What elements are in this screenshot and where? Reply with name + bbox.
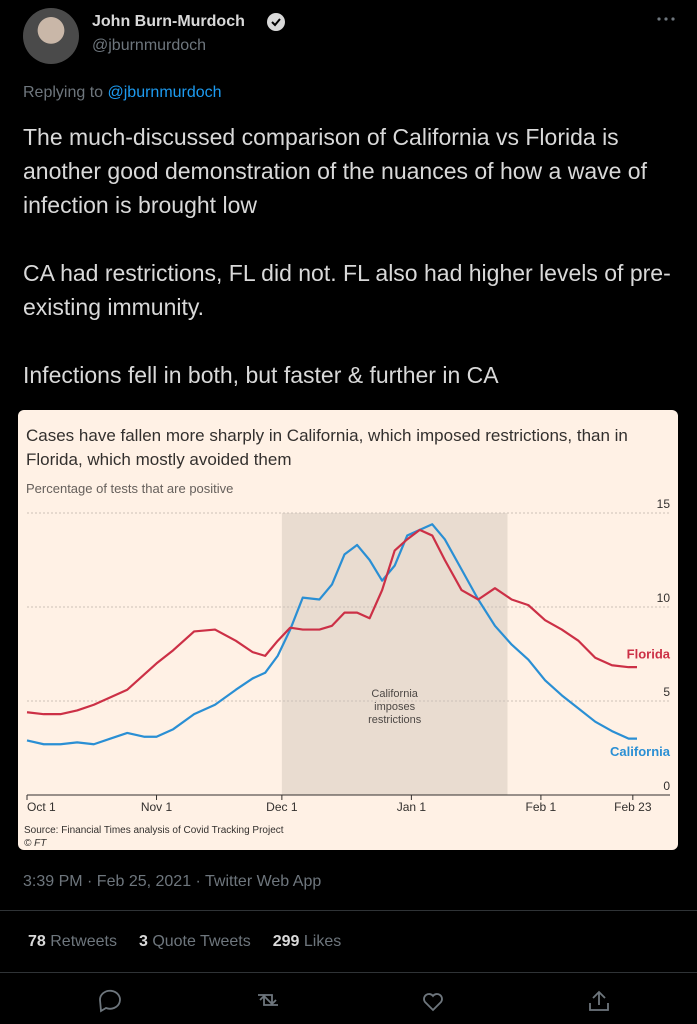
reply-link[interactable]: @jburnmurdoch	[107, 84, 222, 101]
chart-subtitle: Percentage of tests that are positive	[26, 481, 234, 496]
chart-title: Cases have fallen more sharply in Califo…	[26, 426, 628, 469]
chart: 0 5 10 15 Oct 1 Nov 1 Dec 1 Jan 1 Feb 1 Feb 23 Cal…	[26, 497, 671, 814]
series-label: California	[610, 744, 671, 759]
divider	[0, 910, 697, 911]
stat[interactable]: 3 Quote Tweets	[139, 933, 251, 950]
series-line	[26, 523, 637, 746]
restriction-period	[281, 513, 508, 795]
verified-badge	[267, 13, 285, 31]
author-name[interactable]: John Burn-Murdoch	[92, 13, 245, 30]
timestamp[interactable]: 3:39 PM · Feb 25, 2021 · Twitter Web App	[23, 873, 322, 890]
paragraph: CA had restrictions, FL did not. FL also…	[23, 260, 671, 320]
chart-source: Source: Financial Times analysis of Covi…	[24, 825, 284, 836]
x-tick-label: Dec 1	[266, 800, 298, 814]
y-tick-label: 0	[663, 779, 670, 793]
stat-label: Likes	[303, 933, 342, 950]
action-bar	[99, 989, 609, 1013]
stat-count: 3	[138, 933, 148, 950]
chart-credit: © FT	[24, 838, 47, 849]
avatar[interactable]	[23, 8, 79, 64]
paragraph: Infections fell in both, but faster & fu…	[23, 362, 499, 388]
like-button[interactable]	[423, 993, 443, 1012]
more-menu[interactable]	[656, 14, 676, 24]
stat-label: Quote Tweets	[152, 933, 251, 950]
chart-card: Cases have fallen more sharply in Califo…	[18, 410, 678, 850]
stat-label: Retweets	[50, 933, 117, 950]
reply-button[interactable]	[99, 989, 121, 1013]
x-tick-label: Nov 1	[141, 800, 173, 814]
x-tick-label: Feb 1	[526, 800, 557, 814]
paragraph: The much-discussed comparison of Califor…	[23, 124, 647, 218]
tweet-text: The much-discussed comparison of Califor…	[23, 120, 673, 426]
author-handle[interactable]: @jburnmurdoch	[92, 37, 207, 54]
annotation: California imposes restrictions	[368, 687, 422, 726]
retweet-button[interactable]	[258, 994, 278, 1006]
reply-prefix: Replying to	[23, 84, 104, 101]
x-tick-label: Feb 23	[614, 800, 652, 814]
y-tick-label: 15	[657, 497, 671, 511]
x-tick-label: Oct 1	[27, 800, 56, 814]
stats: 78 Retweets 3 Quote Tweets 299 Likes	[28, 933, 363, 951]
stat-count: 299	[272, 933, 300, 950]
y-tick-label: 10	[657, 591, 671, 605]
stat-count: 78	[28, 933, 46, 950]
series-label: Florida	[627, 647, 671, 662]
stat[interactable]: 78 Retweets	[28, 933, 117, 950]
series-line	[26, 528, 637, 716]
stat[interactable]: 299 Likes	[273, 933, 342, 950]
x-tick-label: Jan 1	[397, 800, 427, 814]
reply-line: Replying to @jburnmurdoch	[23, 84, 222, 102]
divider	[0, 972, 697, 973]
share-button[interactable]	[589, 990, 609, 1011]
y-tick-label: 5	[663, 685, 670, 699]
